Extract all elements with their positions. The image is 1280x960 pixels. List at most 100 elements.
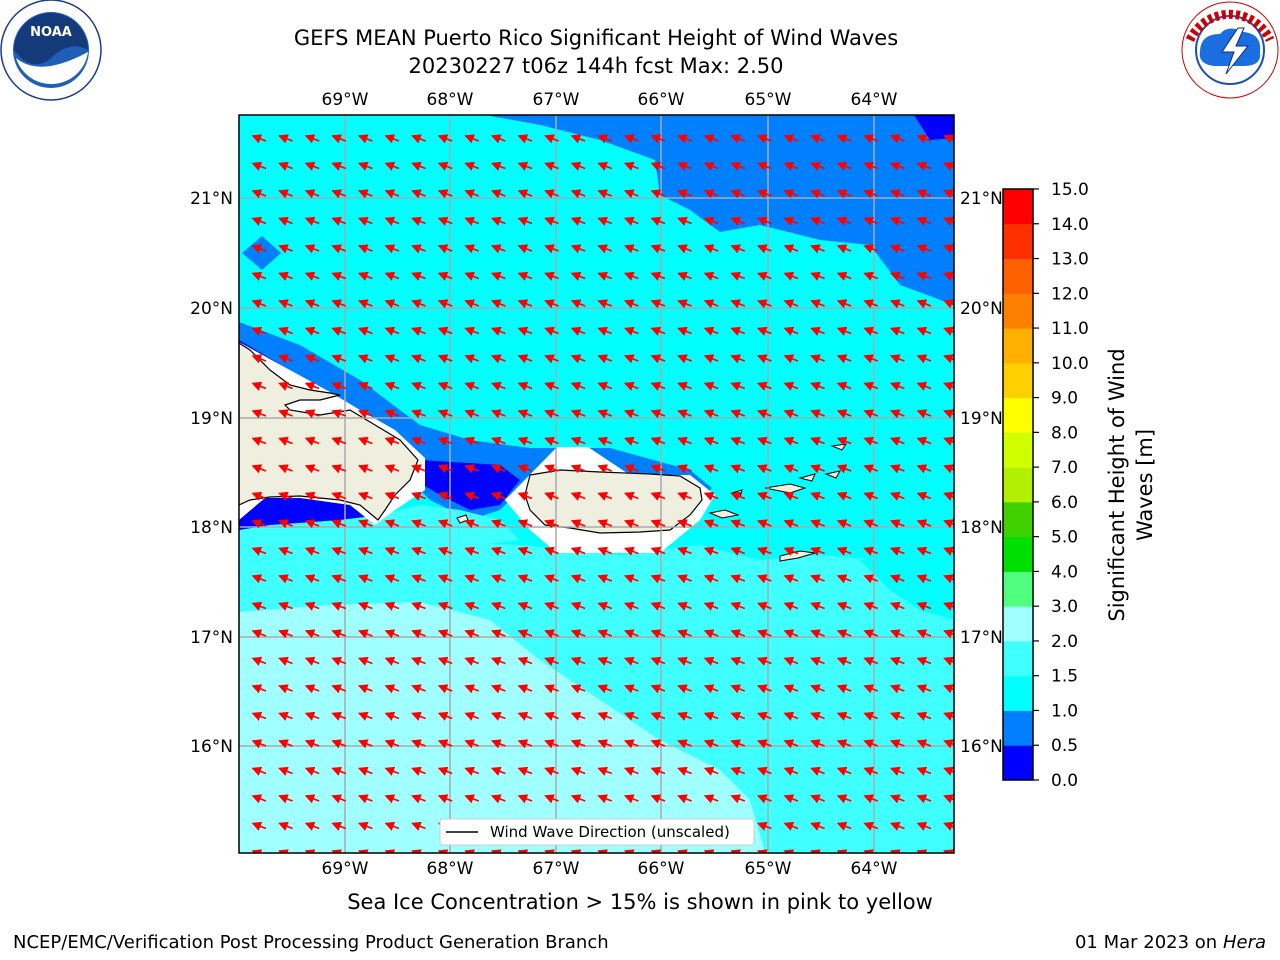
wind-arrow (517, 684, 533, 694)
wind-arrow (836, 244, 852, 254)
wind-arrow (278, 794, 293, 804)
wind-arrow (889, 711, 905, 721)
wind-arrow (650, 326, 666, 336)
wind-arrow (650, 189, 666, 199)
wind-arrow (464, 381, 480, 391)
wind-arrow (544, 739, 559, 749)
wind-arrow (730, 739, 746, 749)
wind-arrow (836, 189, 852, 199)
wind-arrow (916, 711, 932, 721)
wind-arrow (544, 409, 559, 419)
wind-arrow (278, 409, 293, 419)
wind-arrow (437, 189, 453, 199)
wind-arrow (490, 601, 506, 611)
wind-arrow (943, 684, 954, 694)
wind-arrow (251, 629, 267, 639)
wind-arrow (730, 766, 746, 776)
wind-arrow (570, 381, 586, 391)
wind-arrow (623, 656, 639, 666)
wind-arrow (916, 464, 932, 474)
colorbar-tick-label: 7.0 (1051, 458, 1078, 478)
wind-arrow (597, 491, 613, 501)
lon-label-top: 64°W (851, 90, 898, 110)
wind-arrow (730, 189, 746, 199)
wind-arrow (810, 491, 825, 501)
wind-arrow (464, 766, 480, 776)
wind-arrow (251, 711, 267, 721)
map-frame (238, 114, 955, 854)
wind-arrow (836, 546, 852, 556)
wind-arrow (943, 739, 954, 749)
wind-arrow (411, 684, 426, 694)
wind-arrow (331, 574, 347, 584)
wind-arrow (384, 244, 400, 254)
wind-arrow (650, 546, 666, 556)
wind-arrow (623, 189, 639, 199)
wind-arrow (304, 326, 320, 336)
wind-arrow (889, 436, 905, 446)
colorbar-tick-label: 13.0 (1051, 250, 1089, 270)
wind-arrow (570, 739, 586, 749)
wind-arrow (836, 464, 852, 474)
wind-arrow (384, 491, 400, 501)
wind-arrow (703, 134, 719, 144)
wind-arrow (889, 244, 905, 254)
wind-arrow (783, 491, 799, 501)
wind-arrow (650, 794, 666, 804)
wind-arrow (810, 519, 825, 529)
wind-arrow (411, 271, 426, 281)
wind-arrow (570, 326, 586, 336)
wind-arrow (783, 739, 799, 749)
wind-arrow (597, 739, 613, 749)
wind-arrow (623, 629, 639, 639)
wind-arrow (916, 849, 928, 853)
wind-arrow (703, 601, 719, 611)
wind-arrow (384, 409, 400, 419)
wind-arrow (544, 161, 559, 171)
wind-arrow (278, 464, 293, 474)
wind-arrow (623, 326, 639, 336)
wind-arrow (544, 574, 559, 584)
lat-label-right: 17°N (960, 628, 1003, 648)
wind-arrow (756, 821, 772, 831)
wind-arrow (384, 766, 400, 776)
wind-arrow (916, 519, 932, 529)
wind-arrow (570, 299, 586, 309)
wind-arrow (437, 546, 453, 556)
wind-arrow (623, 409, 639, 419)
footer-date: 01 Mar 2023 on Hera (1075, 932, 1266, 953)
wind-arrow (357, 849, 369, 853)
wind-arrow (783, 244, 799, 254)
wind-arrow (251, 354, 267, 364)
wind-arrow (703, 244, 719, 254)
wind-arrow (517, 574, 533, 584)
wind-arrow (889, 684, 905, 694)
wind-arrow (943, 629, 954, 639)
wind-arrow (544, 271, 559, 281)
wind-arrow (517, 326, 533, 336)
wind-arrow (836, 601, 852, 611)
wind-arrow (650, 711, 666, 721)
wind-arrow (810, 161, 825, 171)
wind-arrow (730, 574, 746, 584)
wind-arrow (810, 244, 825, 254)
wind-arrow (490, 216, 506, 226)
wind-arrow (863, 161, 879, 171)
wind-arrow (544, 711, 559, 721)
wind-arrow (730, 409, 746, 419)
wind-arrow (943, 656, 954, 666)
wind-arrow (464, 464, 480, 474)
wind-arrow (783, 436, 799, 446)
wind-arrow (384, 546, 400, 556)
wind-arrow (916, 739, 932, 749)
wind-arrow (783, 299, 799, 309)
wind-arrow (650, 601, 666, 611)
wind-arrow (730, 354, 746, 364)
wind-arrow (810, 656, 825, 666)
wind-arrow (304, 189, 320, 199)
colorbar-tick-label: 2.0 (1051, 632, 1078, 652)
wind-arrow (889, 216, 905, 226)
wind-arrow (517, 849, 529, 853)
colorbar-label-line1: Significant Height of Wind (1105, 348, 1129, 621)
wind-arrow (544, 656, 559, 666)
